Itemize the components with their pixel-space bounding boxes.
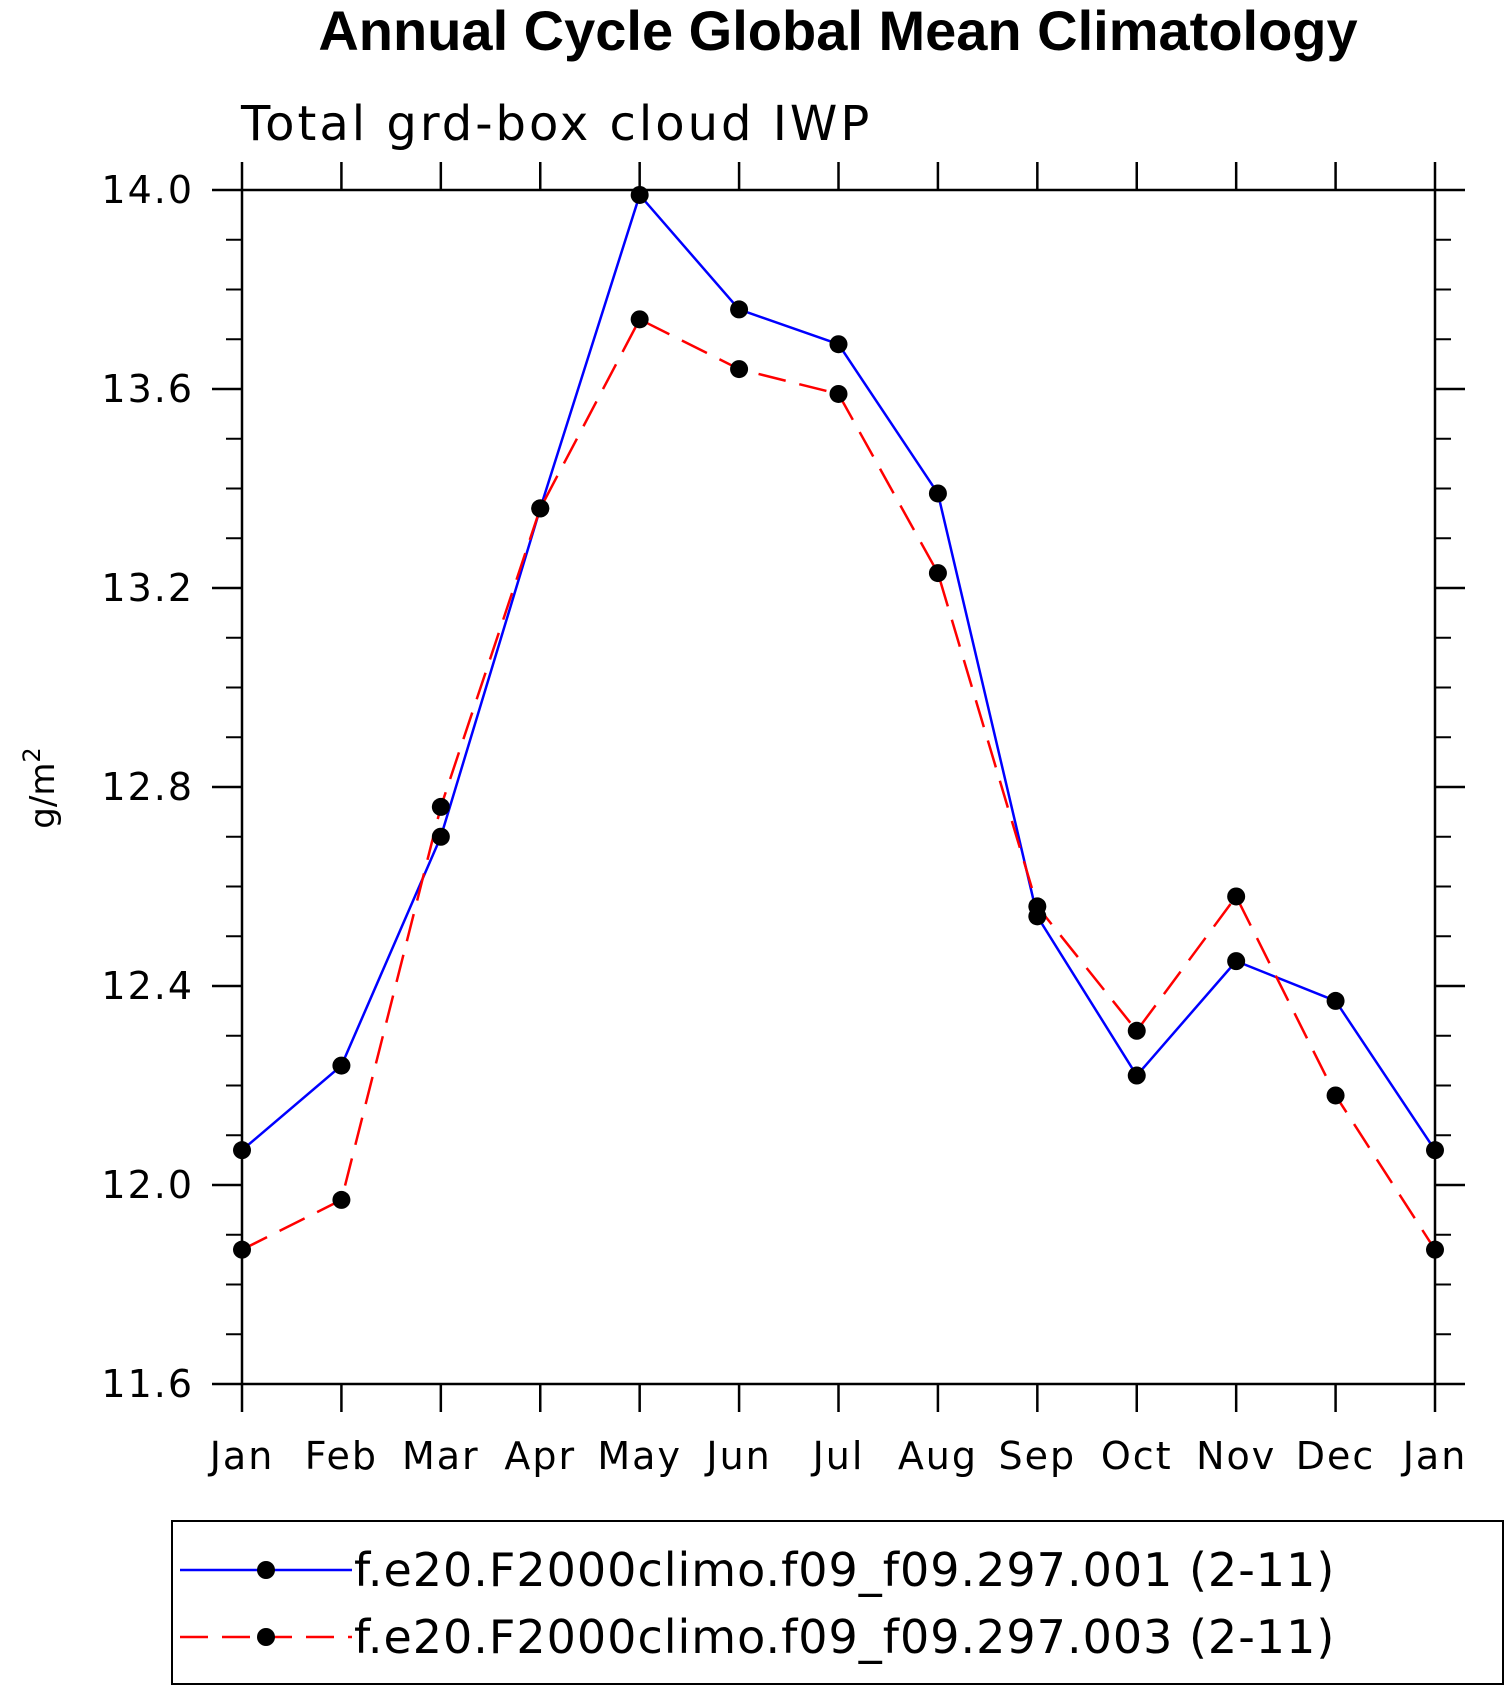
- series-2-point: [1426, 1240, 1444, 1259]
- series-2-point: [928, 564, 947, 583]
- series-2-point: [829, 384, 848, 403]
- x-tick-label: May: [597, 1434, 682, 1478]
- series-1-point: [630, 185, 649, 204]
- x-tick-label: Nov: [1196, 1434, 1276, 1478]
- y-tick-label: 12.0: [101, 1163, 194, 1207]
- series-1-point: [1227, 952, 1246, 971]
- legend-box: [171, 1520, 1504, 1685]
- series-2-point: [730, 360, 749, 379]
- series-1-point: [730, 300, 749, 319]
- x-tick-label: Jan: [1401, 1434, 1468, 1478]
- x-tick-label: Mar: [402, 1434, 480, 1478]
- legend-label-2: f.e20.F2000climo.f09_f09.297.003 (2-11): [354, 1610, 1335, 1664]
- series-2-point: [332, 1190, 351, 1209]
- y-axis-label-superscript: 2: [18, 747, 46, 762]
- series-2-point: [233, 1240, 251, 1259]
- x-tick-label: Oct: [1101, 1434, 1173, 1478]
- series-1-point: [431, 827, 450, 846]
- series-1-point: [233, 1141, 251, 1160]
- y-tick-label: 12.4: [101, 964, 194, 1008]
- series-2-point: [1028, 897, 1047, 916]
- chart-title: Annual Cycle Global Mean Climatology: [318, 0, 1357, 62]
- series-1-point: [1326, 991, 1345, 1010]
- series-1-point: [332, 1056, 351, 1075]
- legend-label-1: f.e20.F2000climo.f09_f09.297.001 (2-11): [354, 1543, 1335, 1597]
- legend-marker-2: [257, 1628, 275, 1646]
- series-2-point: [431, 797, 450, 816]
- y-tick-label: 13.6: [101, 367, 194, 411]
- series-2-point: [630, 310, 649, 329]
- x-tick-label: Feb: [305, 1434, 378, 1478]
- y-tick-label: 13.2: [101, 566, 194, 610]
- x-tick-label: Apr: [504, 1434, 576, 1478]
- x-tick-label: Dec: [1296, 1434, 1376, 1478]
- series-2-point: [1227, 887, 1246, 906]
- legend: f.e20.F2000climo.f09_f09.297.001 (2-11) f…: [171, 1520, 1504, 1685]
- chart-subtitle: Total grd-box cloud IWP: [240, 96, 872, 152]
- series-2-point: [1127, 1021, 1146, 1040]
- x-tick-label: Jan: [208, 1434, 275, 1478]
- legend-marker-1: [257, 1561, 275, 1579]
- plot-frame: [240, 188, 1437, 1386]
- series-2-point: [1326, 1086, 1345, 1105]
- x-tick-label: Sep: [999, 1434, 1077, 1478]
- series-line-2: [241, 317, 1437, 1251]
- series-2-point: [531, 499, 550, 518]
- y-tick-label: 12.8: [101, 765, 194, 809]
- y-tick-label: 11.6: [101, 1362, 194, 1406]
- y-tick-label: 14.0: [101, 168, 194, 212]
- series-1-point: [829, 335, 848, 354]
- x-tick-label: Aug: [898, 1434, 978, 1478]
- x-tick-label: Jun: [704, 1434, 771, 1478]
- x-tick-label: Jul: [811, 1434, 865, 1478]
- series-1-point: [1426, 1141, 1444, 1160]
- y-axis-label: g/m2: [18, 747, 63, 828]
- plot-area: Jan Feb Mar Apr May Jun Jul Aug Sep Oct Nov Dec Jan 1…: [101, 162, 1468, 1478]
- series-1-point: [928, 484, 947, 503]
- series-1-point: [1127, 1066, 1146, 1085]
